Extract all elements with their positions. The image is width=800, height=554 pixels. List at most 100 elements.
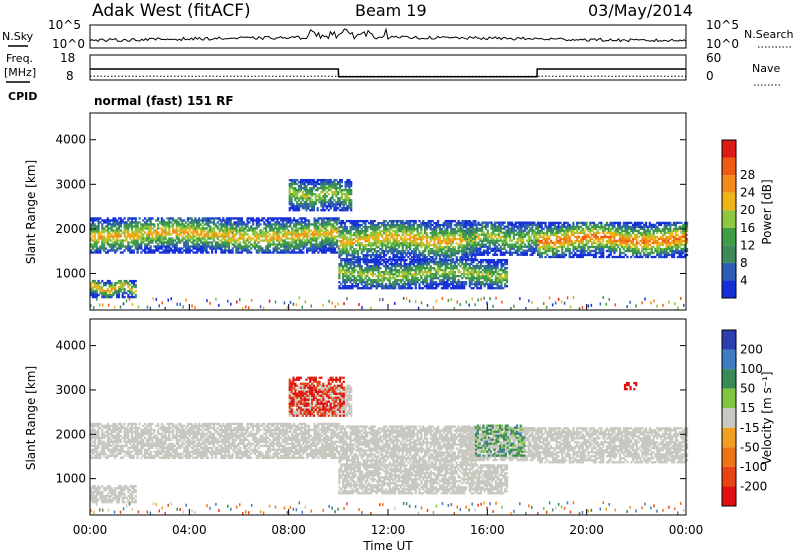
power-cell [231,243,234,246]
power-cell [435,252,438,255]
power-cell [435,287,438,290]
power-cell [388,281,391,284]
power-cell [227,235,230,238]
power-cell [392,246,395,249]
power-cell [473,229,476,232]
power-cell [435,246,438,249]
power-cell [291,241,294,244]
power-cell [409,246,412,249]
power-cell [464,251,467,254]
power-cell [371,238,375,241]
power-cell [338,225,341,229]
power-cell [319,247,322,250]
power-cell [502,258,505,262]
power-cell [494,281,497,284]
power-cell [466,253,469,256]
power-cell [405,258,408,262]
power-cell [127,235,130,238]
power-cell [468,219,471,223]
power-cell [164,231,167,234]
power-cell [490,225,493,228]
power-cell [431,229,434,233]
power-cell [149,249,152,252]
power-cell [170,247,173,250]
power-cell [345,244,348,247]
power-cell [127,233,130,236]
power-cell [201,251,204,254]
power-cell [392,238,395,241]
power-cell [130,249,134,252]
power-cell [487,271,490,274]
power-cell [261,219,264,222]
power-cell [383,232,386,235]
power-cell [544,247,547,251]
power-cell [274,221,277,224]
power-cell [422,254,425,257]
power-cell [366,240,369,243]
power-cell [516,249,519,252]
power-cell [422,219,425,223]
power-cell [518,225,521,228]
power-cell [142,239,145,242]
power-cell [313,247,316,250]
power-cell [349,244,352,247]
power-cell [296,227,299,230]
power-cell [168,225,171,228]
power-cell [471,239,474,242]
power-cell [546,245,549,249]
power-cell [589,223,592,227]
power-cell [91,217,95,220]
power-cell [390,221,393,225]
power-cell [119,241,122,244]
power-cell [112,235,115,238]
power-cell [343,227,347,231]
power-cell [427,252,430,255]
power-cell [364,223,367,227]
power-cell [168,231,171,234]
power-cell [504,283,507,286]
power-cell [422,273,425,276]
power-cell [418,268,421,272]
power-cell [388,271,391,274]
power-cell [205,239,208,242]
power-cell [373,219,376,223]
power-cell [330,247,333,250]
power-cell [420,229,423,233]
power-cell [177,249,180,252]
power-cell [425,258,429,262]
power-cell [377,234,380,237]
power-cell [463,244,466,247]
power-cell [507,231,510,234]
power-cell [246,237,249,240]
power-cell [319,217,322,220]
power-cell [360,236,363,239]
power-cell [437,236,440,239]
power-cell [227,233,230,236]
power-cell [322,225,325,228]
power-cell [535,235,538,238]
power-cell [422,223,425,227]
power-cell [489,268,492,272]
power-cell [322,223,325,226]
power-cell [383,229,386,233]
power-cell [369,242,373,245]
power-cell [293,225,296,228]
power-cell [237,245,240,248]
power-cell [479,253,482,256]
power-cell [240,219,244,222]
power-cell [492,264,496,268]
power-cell [164,227,167,230]
power-cell [160,231,163,234]
power-cell [451,250,455,253]
power-cell [371,229,375,233]
power-cell [183,231,186,234]
power-cell [583,235,586,239]
power-cell [198,233,201,236]
power-cell [369,281,373,284]
power-cell [546,227,549,231]
power-cell [379,285,382,288]
power-cell [462,245,465,248]
power-cell [446,232,449,235]
power-cell [605,227,609,231]
power-cell [459,256,462,259]
